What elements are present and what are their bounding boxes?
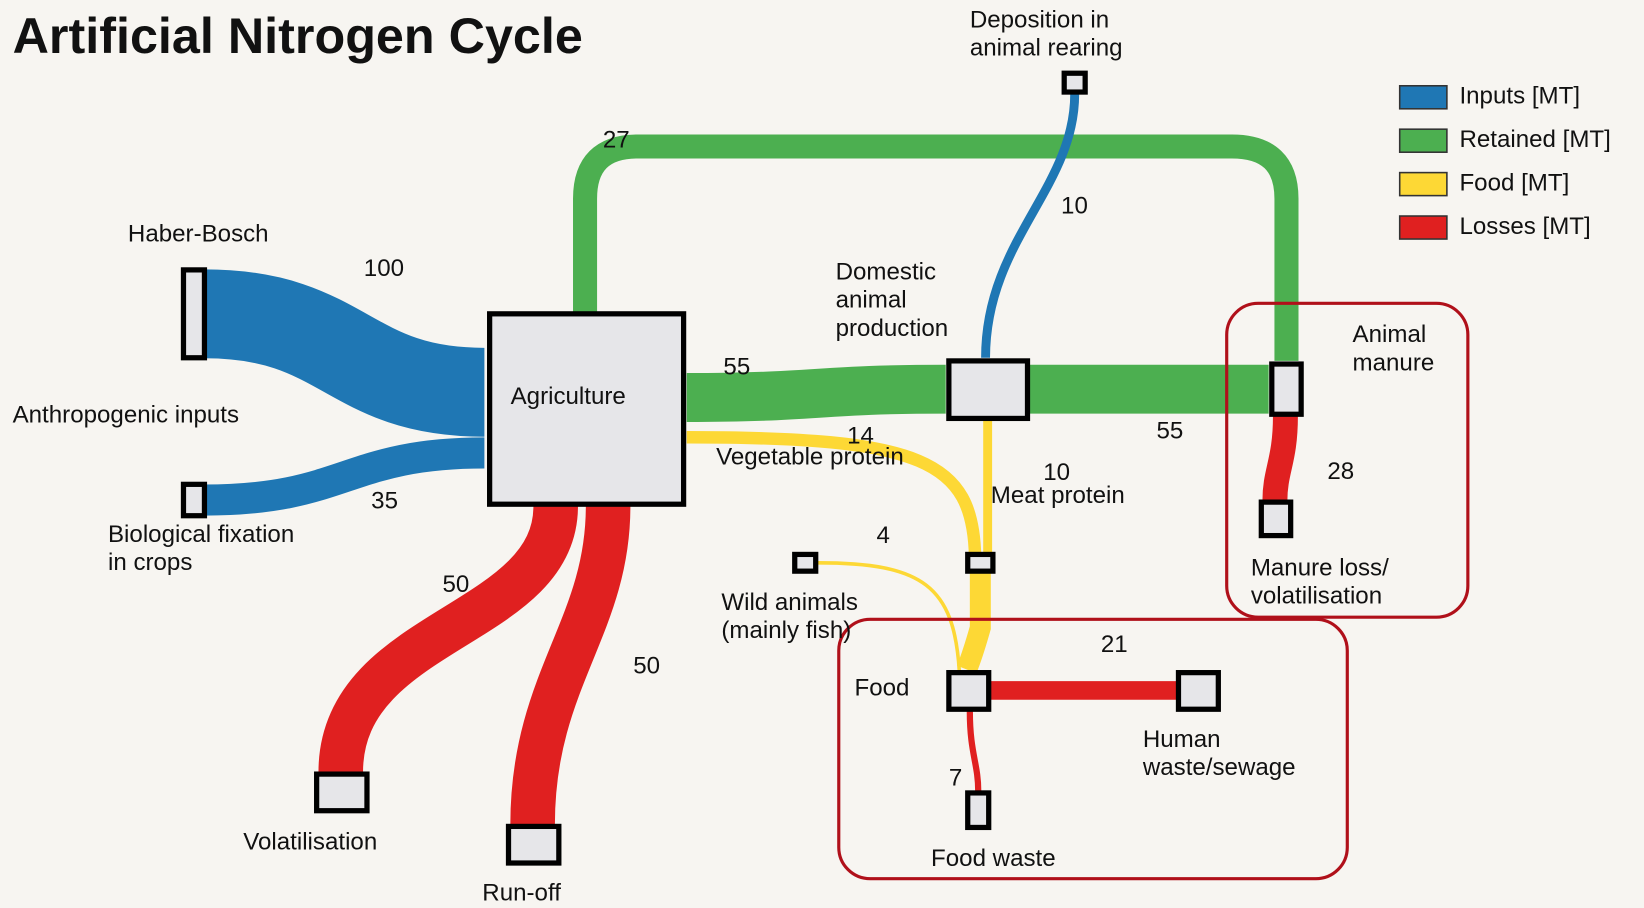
node-label: Human [1143,726,1221,753]
flow [203,269,486,437]
highlight [1225,301,1470,619]
flow-value: 7 [949,765,962,792]
node-box [314,771,370,814]
node-label: Run-off [482,880,561,907]
node-box [792,551,819,574]
flow [318,504,578,774]
node-box [965,790,992,831]
node-label: in crops [108,549,192,576]
node-box [1175,670,1221,712]
flow-value: 14 [847,423,874,450]
node-label: animal [836,287,907,314]
node-label: manure [1353,349,1435,376]
node-label: Haber-Bosch [128,221,269,248]
flow-value: 28 [1327,458,1354,485]
node-box [180,267,208,361]
node-box [946,358,1031,422]
flow [1262,416,1298,501]
flow [686,364,946,422]
flow-value: 4 [877,522,890,549]
flow-value: 50 [633,653,660,680]
node-label: Vegetable protein [716,444,904,471]
flow-value: 100 [364,255,404,282]
node-box [946,670,992,712]
node-box [965,551,996,574]
node-label: Meat protein [991,482,1125,509]
node-label: Domestic [836,258,936,285]
node-label: Deposition in [970,6,1109,33]
node-label: Animal [1353,321,1427,348]
legend-swatch [1398,84,1448,110]
node-label: animal rearing [970,35,1123,62]
node-box [1061,70,1088,95]
node-label: (mainly fish) [721,617,851,644]
node-label: Manure loss/ [1251,554,1389,581]
nodes [180,70,1304,866]
flow-value: 10 [1061,193,1088,220]
node-box [487,311,687,507]
node-box [505,823,562,866]
node-label: production [836,315,949,342]
legend-swatch [1398,215,1448,240]
flow-value: 10 [1043,459,1070,486]
flow [510,505,631,825]
node-label: Biological fixation [108,521,294,548]
node-label: waste/sewage [1142,754,1296,781]
food-merge-flow [956,571,991,674]
flow [817,561,962,672]
node-label: Food waste [931,845,1056,872]
flow-value: 55 [1156,417,1183,444]
legend-swatch [1398,128,1448,153]
node-label: volatilisation [1251,583,1382,610]
highlight [837,617,1349,881]
flow-value: 21 [1101,631,1128,658]
flow-value: 50 [442,571,469,598]
flow-value: 55 [723,354,750,381]
legend-label: Losses [MT] [1459,213,1590,240]
legend-label: Retained [MT] [1459,126,1610,153]
node-label: Agriculture [511,383,626,410]
legend-swatch [1398,171,1448,197]
flow [981,94,1080,358]
node-label: Wild animals [721,589,858,616]
legend-label: Food [MT] [1459,169,1569,196]
node-box [1258,499,1294,539]
node-box [180,481,208,519]
node-box [1269,361,1304,417]
flow [204,437,485,516]
node-label: Volatilisation [243,829,377,856]
flow [686,431,982,557]
node-label: Anthropogenic inputs [13,402,239,429]
flow [573,134,1299,361]
title: Artificial Nitrogen Cycle [13,8,583,64]
legend-label: Inputs [MT] [1459,83,1580,110]
flow-value: 35 [371,487,398,514]
flow [966,711,982,791]
node-label: Food [855,675,910,702]
flow-value: 27 [603,127,630,154]
flows [203,94,1299,825]
